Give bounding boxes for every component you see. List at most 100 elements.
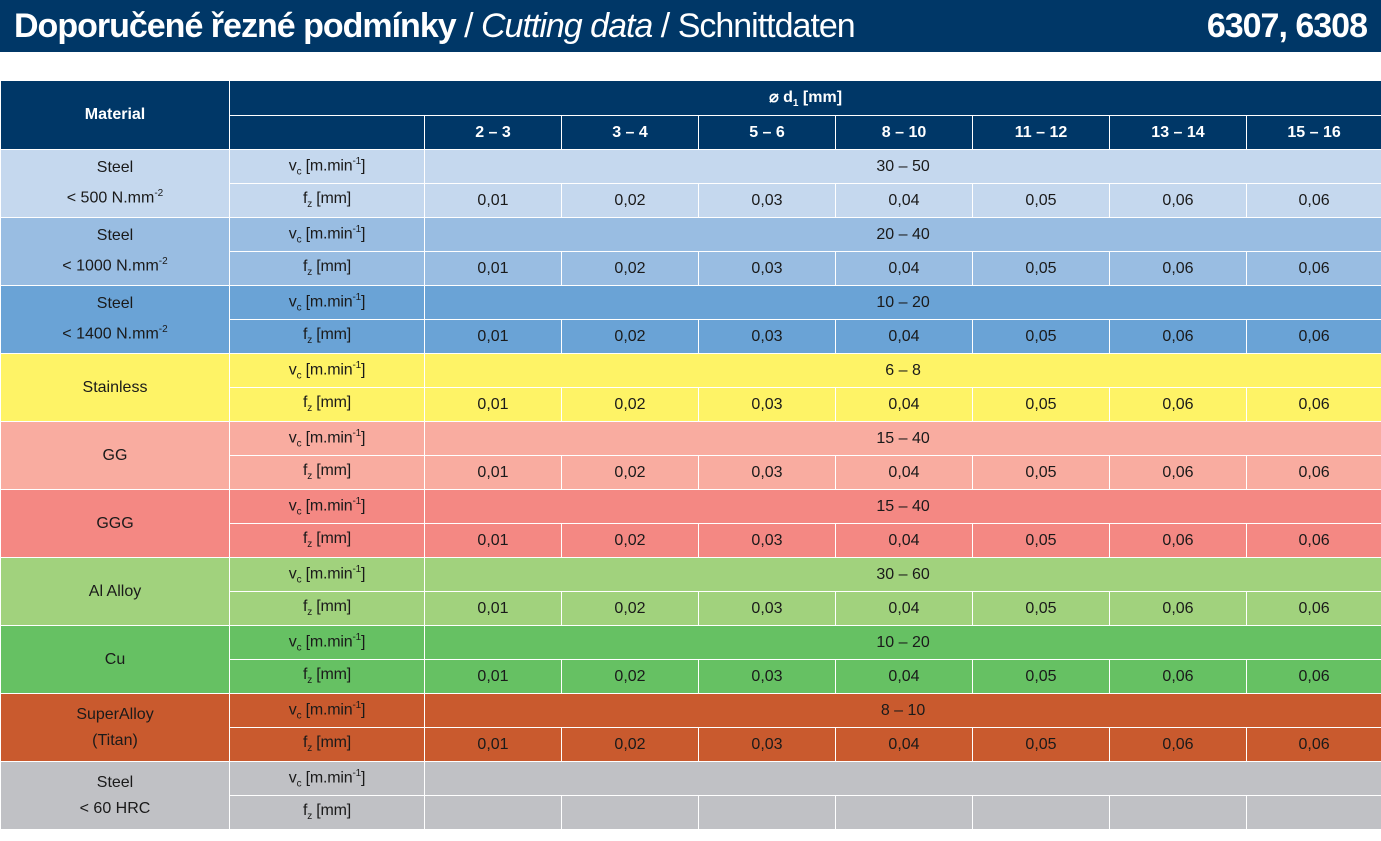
- fz-value: 0,03: [698, 455, 836, 490]
- fz-value: 0,06: [1109, 591, 1247, 626]
- vc-label: vc [m.min-1]: [229, 217, 425, 252]
- material-line1: Cu: [104, 650, 126, 668]
- material-row-fz: fz [mm] 0,01 0,02 0,03 0,04 0,05 0,06 0,06: [0, 251, 1381, 286]
- vc-value: 8 – 10: [423, 693, 1381, 728]
- fz-value: 0,02: [561, 523, 699, 558]
- material-line1: GG: [102, 446, 128, 464]
- fz-value: 0,04: [835, 183, 973, 218]
- vc-value: [423, 761, 1381, 796]
- product-codes: 6307, 6308: [1206, 7, 1368, 45]
- fz-value: 0,02: [561, 183, 699, 218]
- fz-value: 0,06: [1109, 387, 1247, 422]
- material-name: Al Alloy: [0, 557, 230, 626]
- fz-value: 0,06: [1245, 183, 1381, 218]
- material-header: Material: [0, 80, 230, 150]
- fz-label: fz [mm]: [229, 659, 425, 694]
- fz-value: 0,01: [424, 591, 562, 626]
- material-row-vc: Stainless vc [m.min-1] 6 – 8: [0, 353, 1381, 422]
- diameter-column-header: 8 – 10: [835, 115, 973, 150]
- vc-label: vc [m.min-1]: [229, 353, 425, 388]
- diameter-column-header: 2 – 3: [424, 115, 562, 150]
- fz-value: 0,02: [561, 319, 699, 354]
- fz-value: 0,04: [835, 727, 973, 762]
- fz-value: 0,03: [698, 251, 836, 286]
- fz-value: 0,05: [972, 319, 1110, 354]
- fz-label: fz [mm]: [229, 387, 425, 422]
- fz-value: 0,02: [561, 591, 699, 626]
- fz-value: [1245, 795, 1381, 830]
- fz-value: 0,03: [698, 387, 836, 422]
- fz-label: fz [mm]: [229, 251, 425, 286]
- fz-value: [972, 795, 1110, 830]
- fz-value: 0,01: [424, 319, 562, 354]
- material-row-vc: Steel < 1000 N.mm-2 vc [m.min-1] 20 – 40: [0, 217, 1381, 286]
- fz-value: 0,01: [424, 387, 562, 422]
- vc-value: 30 – 50: [423, 149, 1381, 184]
- material-row-vc: Steel < 1400 N.mm-2 vc [m.min-1] 10 – 20: [0, 285, 1381, 354]
- material-row-fz: fz [mm] 0,01 0,02 0,03 0,04 0,05 0,06 0,06: [0, 727, 1381, 762]
- material-row-fz: fz [mm]: [0, 795, 1381, 830]
- fz-value: 0,03: [698, 523, 836, 558]
- material-row-vc: Steel < 60 HRC vc [m.min-1]: [0, 761, 1381, 830]
- material-line1: Al Alloy: [88, 582, 142, 600]
- fz-value: [424, 795, 562, 830]
- material-name: Steel < 1000 N.mm-2: [0, 217, 230, 286]
- title-english: Cutting data: [480, 7, 653, 45]
- fz-value: 0,06: [1109, 659, 1247, 694]
- material-row-fz: fz [mm] 0,01 0,02 0,03 0,04 0,05 0,06 0,06: [0, 183, 1381, 218]
- title-german: Schnittdaten: [677, 7, 856, 45]
- fz-value: 0,04: [835, 251, 973, 286]
- material-line2: < 1000 N.mm: [62, 257, 159, 275]
- vc-label: vc [m.min-1]: [229, 421, 425, 456]
- material-line1: SuperAlloy: [76, 705, 154, 723]
- material-line1: Steel: [96, 773, 134, 791]
- fz-value: [1109, 795, 1247, 830]
- fz-value: 0,02: [561, 251, 699, 286]
- fz-value: 0,05: [972, 659, 1110, 694]
- material-row-vc: Steel < 500 N.mm-2 vc [m.min-1] 30 – 50: [0, 149, 1381, 218]
- vc-value: 6 – 8: [423, 353, 1381, 388]
- fz-value: 0,04: [835, 523, 973, 558]
- fz-value: 0,06: [1245, 727, 1381, 762]
- diameter-header: ⌀ d1 [mm]: [228, 80, 1381, 116]
- vc-label: vc [m.min-1]: [229, 557, 425, 592]
- fz-value: 0,04: [835, 591, 973, 626]
- fz-value: 0,06: [1245, 455, 1381, 490]
- fz-value: 0,06: [1245, 591, 1381, 626]
- material-line1: Stainless: [82, 378, 148, 396]
- fz-value: 0,01: [424, 183, 562, 218]
- vc-value: 30 – 60: [423, 557, 1381, 592]
- material-line1: Steel: [96, 227, 134, 245]
- title-separator: /: [652, 7, 678, 45]
- fz-value: 0,05: [972, 387, 1110, 422]
- fz-value: [698, 795, 836, 830]
- title-czech: Doporučené řezné podmínky: [14, 7, 457, 45]
- material-name: Steel < 500 N.mm-2: [0, 149, 230, 218]
- vc-label: vc [m.min-1]: [229, 761, 425, 796]
- material-line2: (Titan): [92, 731, 138, 749]
- fz-value: 0,05: [972, 455, 1110, 490]
- fz-value: 0,06: [1109, 183, 1247, 218]
- fz-value: 0,06: [1245, 251, 1381, 286]
- material-row-vc: Al Alloy vc [m.min-1] 30 – 60: [0, 557, 1381, 626]
- vc-value: 15 – 40: [423, 489, 1381, 524]
- vc-label: vc [m.min-1]: [229, 285, 425, 320]
- vc-label: vc [m.min-1]: [229, 149, 425, 184]
- fz-value: 0,01: [424, 727, 562, 762]
- fz-value: 0,02: [561, 387, 699, 422]
- material-name: GGG: [0, 489, 230, 558]
- fz-value: 0,05: [972, 727, 1110, 762]
- material-name: SuperAlloy (Titan): [0, 693, 230, 762]
- fz-value: 0,03: [698, 319, 836, 354]
- fz-value: 0,04: [835, 455, 973, 490]
- fz-label: fz [mm]: [229, 523, 425, 558]
- fz-value: 0,04: [835, 387, 973, 422]
- material-line2: < 500 N.mm: [66, 189, 155, 207]
- fz-value: 0,03: [698, 727, 836, 762]
- fz-value: 0,06: [1245, 659, 1381, 694]
- fz-value: 0,06: [1109, 319, 1247, 354]
- fz-value: 0,04: [835, 659, 973, 694]
- fz-value: 0,05: [972, 183, 1110, 218]
- material-line2: < 60 HRC: [79, 799, 151, 817]
